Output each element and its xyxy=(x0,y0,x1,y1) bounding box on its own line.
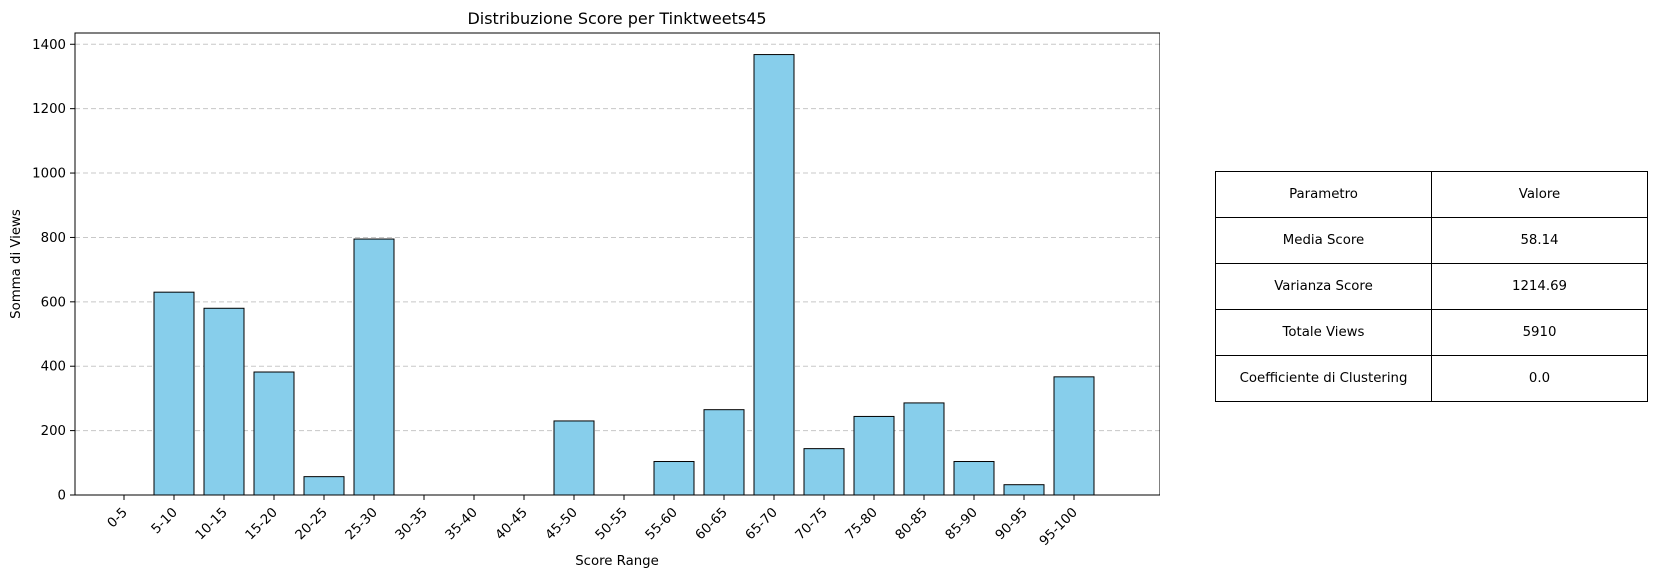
x-tick-label: 10-15 xyxy=(193,505,231,543)
bar xyxy=(203,307,245,496)
table-row: Media Score 58.14 xyxy=(1215,217,1648,264)
y-tick-label: 1000 xyxy=(32,167,66,182)
x-tick-label: 40-45 xyxy=(493,505,531,543)
table-cell: Varianza Score xyxy=(1215,263,1432,310)
x-tick-label: 30-35 xyxy=(393,505,431,543)
bar-chart: 0 200 400 600 800 1000 1200 1400 0-5 5-10 10-15 15… xyxy=(9,9,1160,569)
bar xyxy=(303,476,345,496)
bar xyxy=(553,420,595,496)
table-cell: Coefficiente di Clustering xyxy=(1215,355,1432,402)
x-tick-label: 65-70 xyxy=(743,505,781,543)
x-tick-label: 75-80 xyxy=(843,505,881,543)
bar xyxy=(153,291,195,496)
plot-frame xyxy=(74,32,1160,496)
bars xyxy=(153,54,1095,496)
table-cell: 1214.69 xyxy=(1431,263,1648,310)
bar xyxy=(953,461,995,496)
table-row: Totale Views 5910 xyxy=(1215,309,1648,356)
table-header-row: Parametro Valore xyxy=(1215,171,1648,218)
table-header-cell: Valore xyxy=(1431,171,1648,218)
x-tick-label: 85-90 xyxy=(943,505,981,543)
table-cell: Media Score xyxy=(1215,217,1432,264)
x-tick-label: 70-75 xyxy=(793,505,831,543)
y-tick-label: 1400 xyxy=(32,38,66,53)
table-cell: 5910 xyxy=(1431,309,1648,356)
table-row: Coefficiente di Clustering 0.0 xyxy=(1215,355,1648,402)
bar xyxy=(353,238,395,496)
bar xyxy=(703,409,745,496)
bar xyxy=(853,415,895,496)
y-tick-label: 800 xyxy=(41,231,66,246)
table-header-cell: Parametro xyxy=(1215,171,1432,218)
x-tick-label: 5-10 xyxy=(149,505,181,537)
x-tick-label: 95-100 xyxy=(1037,505,1081,549)
x-tick-label: 55-60 xyxy=(643,505,681,543)
bar xyxy=(803,448,845,496)
y-tick-label: 400 xyxy=(41,360,66,375)
bar xyxy=(903,402,945,496)
gridlines xyxy=(75,43,1160,432)
chart-title: Distribuzione Score per Tinktweets45 xyxy=(467,9,766,28)
table-cell: Totale Views xyxy=(1215,309,1432,356)
x-tick-label: 50-55 xyxy=(593,505,631,543)
y-axis-ticks: 0 200 400 600 800 1000 1200 1400 xyxy=(32,38,75,504)
table-row: Varianza Score 1214.69 xyxy=(1215,263,1648,310)
x-tick-label: 80-85 xyxy=(893,505,931,543)
x-tick-label: 45-50 xyxy=(543,505,581,543)
bar xyxy=(1053,376,1095,496)
bar xyxy=(253,371,295,496)
bar xyxy=(653,461,695,496)
y-axis-label: Somma di Views xyxy=(9,209,24,319)
table-cell: 58.14 xyxy=(1431,217,1648,264)
y-tick-label: 200 xyxy=(41,424,66,439)
y-tick-label: 600 xyxy=(41,295,66,310)
x-tick-label: 0-5 xyxy=(105,505,131,531)
x-tick-label: 15-20 xyxy=(243,505,281,543)
x-axis-label: Score Range xyxy=(575,554,659,569)
x-axis-ticks: 0-5 5-10 10-15 15-20 20-25 25-30 30-35 35-40 40-… xyxy=(105,495,1081,549)
y-tick-label: 0 xyxy=(58,489,66,504)
table-cell: 0.0 xyxy=(1431,355,1648,402)
x-tick-label: 90-95 xyxy=(993,505,1031,543)
x-tick-label: 60-65 xyxy=(693,505,731,543)
x-tick-label: 35-40 xyxy=(443,505,481,543)
bar xyxy=(753,54,795,496)
x-tick-label: 20-25 xyxy=(293,505,331,543)
y-tick-label: 1200 xyxy=(32,102,66,117)
stats-table: Parametro Valore Media Score 58.14 Varia… xyxy=(1215,171,1648,402)
x-tick-label: 25-30 xyxy=(343,505,381,543)
bar xyxy=(1003,484,1045,496)
